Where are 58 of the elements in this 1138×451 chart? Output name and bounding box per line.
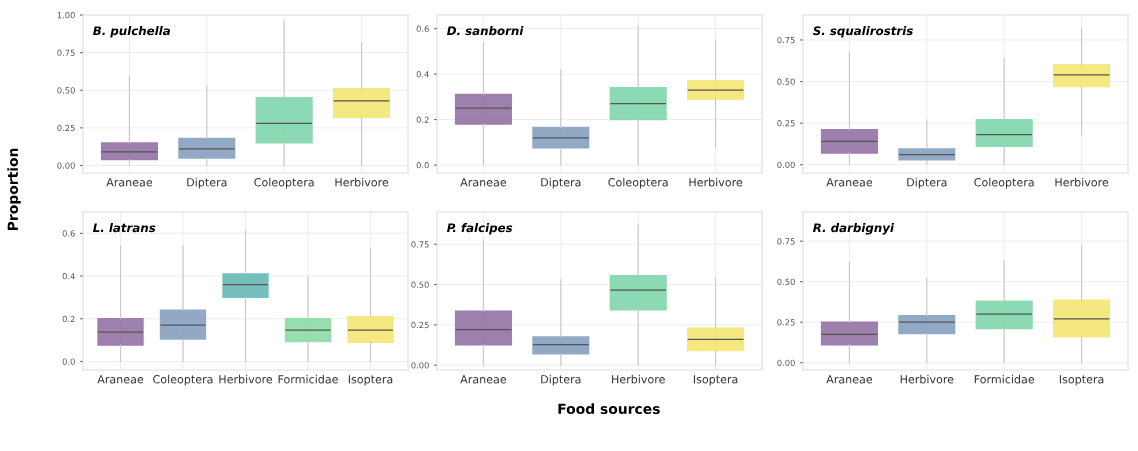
x-tick-label: Araneae <box>826 375 873 384</box>
y-tick-label: 0.0 <box>62 358 75 365</box>
y-tick-label: 0.2 <box>62 315 75 323</box>
y-tick-label: 0.6 <box>62 230 75 237</box>
x-tick-label: Araneae <box>826 178 873 187</box>
x-tick-label: Herbivore <box>219 374 273 384</box>
text: S. squalirostris <box>812 26 913 38</box>
x-tick-label: Diptera <box>541 177 581 189</box>
y-tick-label: 0.75 <box>411 241 429 248</box>
y-tick-label: 0.50 <box>411 281 429 288</box>
x-tick-label: Isoptera <box>348 375 393 386</box>
x-tick-label: Herbivore <box>335 177 389 187</box>
y-tick-label: 0.25 <box>777 319 795 326</box>
text: B. pulchella <box>93 26 170 38</box>
y-tick-label: 0.25 <box>777 120 795 127</box>
y-tick-label: 0.00 <box>777 359 795 366</box>
x-tick-label: Coleoptera <box>608 177 668 189</box>
y-tick-label: 0.25 <box>411 321 429 329</box>
x-tick-label: Herbivore <box>612 374 665 384</box>
y-axis-title: Proportion <box>7 148 21 231</box>
y-tick-label: 0.75 <box>777 36 795 44</box>
y-tick-label: 0.00 <box>411 362 429 369</box>
y-tick-label: 0.00 <box>57 162 75 169</box>
y-tick-label: 0.6 <box>416 25 429 32</box>
text: D. sanborni <box>447 26 524 36</box>
x-tick-label: Araneae <box>460 178 507 187</box>
text: L. latrans <box>93 223 156 233</box>
x-tick-label: Isoptera <box>693 375 738 386</box>
y-tick-label: 0.50 <box>777 278 795 285</box>
y-tick-label: 0.25 <box>57 124 75 132</box>
x-tick-label: Araneae <box>106 178 153 187</box>
x-tick-label: Herbivore <box>1055 177 1109 187</box>
x-tick-label: Araneae <box>460 375 507 384</box>
x-tick-label: Herbivore <box>689 177 743 187</box>
x-tick-label: Formicidae <box>974 374 1035 384</box>
y-tick-label: 0.0 <box>416 162 429 169</box>
x-tick-label: Araneae <box>97 375 144 384</box>
text: P. falcipes <box>447 223 513 235</box>
y-tick-label: 0.2 <box>416 116 429 123</box>
x-tick-label: Formicidae <box>278 374 338 384</box>
x-tick-label: Diptera <box>187 177 227 189</box>
y-tick-label: 0.4 <box>62 273 75 280</box>
y-tick-label: 0.50 <box>777 78 795 85</box>
x-tick-label: Coleoptera <box>153 374 213 386</box>
y-tick-label: 1.00 <box>57 11 75 19</box>
y-tick-label: 0.4 <box>416 71 429 78</box>
x-tick-label: Coleoptera <box>254 177 314 189</box>
y-tick-label: 0.50 <box>57 87 75 94</box>
text: R. darbignyi <box>813 223 895 235</box>
x-tick-label: Herbivore <box>900 374 954 384</box>
x-axis-title: Food sources <box>558 403 660 415</box>
x-tick-label: Isoptera <box>1059 375 1104 386</box>
x-tick-label: Coleoptera <box>974 177 1034 189</box>
y-tick-label: 0.75 <box>57 49 75 56</box>
y-tick-label: 0.75 <box>777 238 795 245</box>
x-tick-label: Diptera <box>541 374 581 386</box>
y-tick-label: 0.00 <box>777 161 795 168</box>
x-tick-label: Diptera <box>907 177 947 189</box>
